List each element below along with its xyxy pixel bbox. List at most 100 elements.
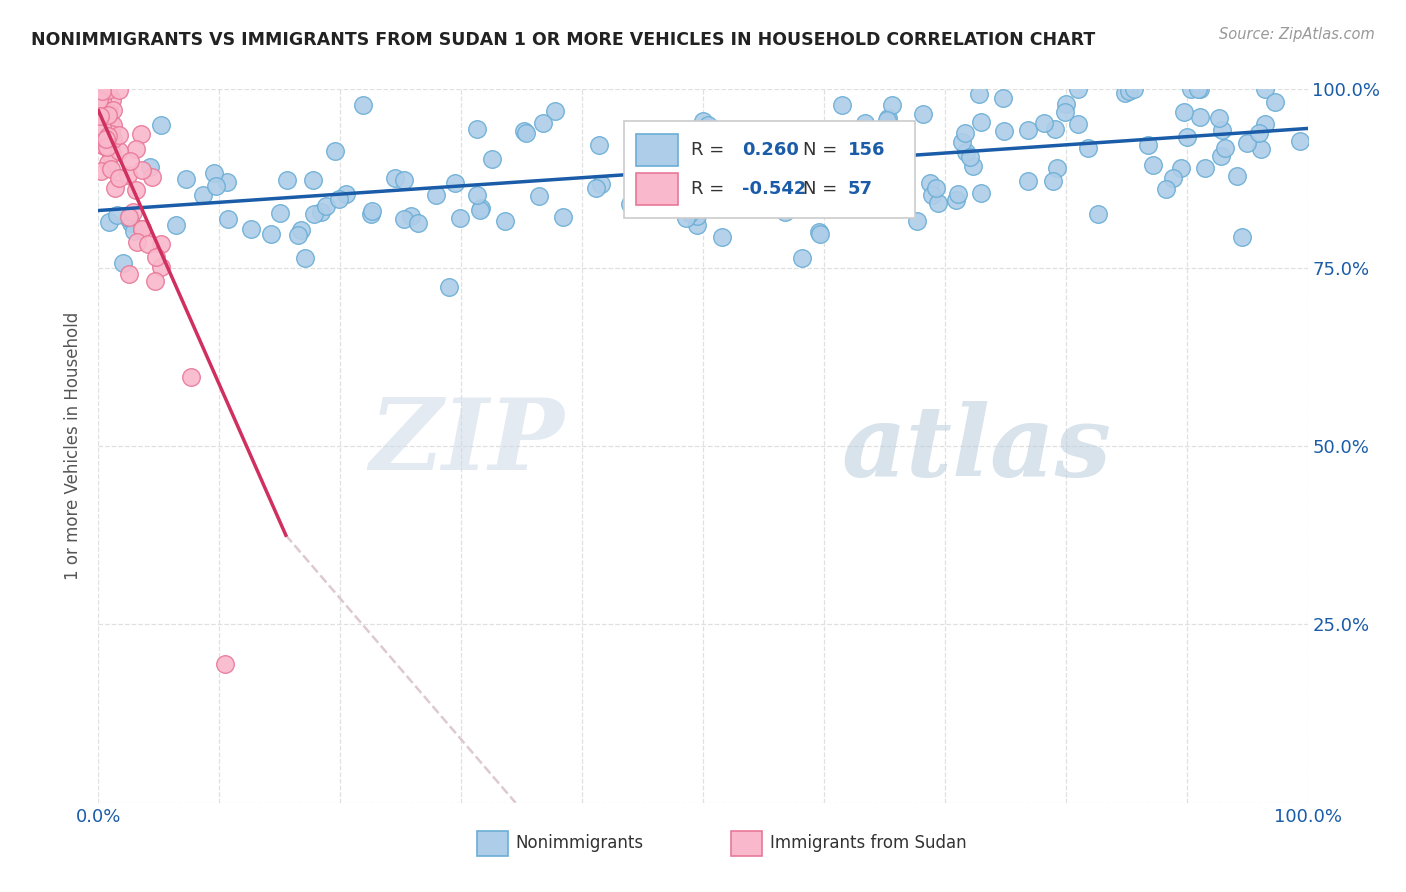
Point [1213,141,1236,155]
Point [97,103,120,117]
Point [654,136,676,151]
Text: Source: ZipAtlas.com: Source: ZipAtlas.com [1219,27,1375,42]
Point [89,109,111,123]
Point [1230,229,1253,244]
Point [118,211,141,225]
Point [276,173,298,187]
Point [876,113,898,128]
Point [465,121,488,136]
Point [1142,158,1164,172]
Point [97,214,120,228]
Point [91,92,114,106]
Point [90,82,112,96]
Point [1211,123,1233,137]
Point [1187,82,1209,96]
Point [87,94,110,108]
Point [294,251,316,265]
Point [1170,161,1192,175]
Point [302,207,325,221]
Point [94,103,117,117]
Point [711,229,734,244]
FancyBboxPatch shape [731,831,762,855]
Point [962,160,984,174]
Point [174,172,197,186]
Point [707,186,730,201]
Text: N =: N = [803,180,844,198]
Point [97,83,120,97]
Point [724,165,747,179]
Point [682,179,704,194]
Point [733,166,755,180]
Point [1175,129,1198,144]
Point [103,103,125,117]
Point [98,114,121,128]
Point [652,138,675,153]
Point [149,260,172,274]
Point [690,138,713,153]
Point [425,188,447,202]
Point [269,206,291,220]
Point [679,200,702,214]
Point [125,183,148,197]
Point [775,172,797,186]
Point [544,103,567,118]
Point [105,209,128,223]
Point [150,118,173,132]
Point [301,173,323,187]
Point [90,87,112,102]
Point [1247,126,1270,140]
Point [1264,95,1286,110]
Point [585,181,607,195]
Point [877,128,900,142]
Text: 57: 57 [848,180,873,198]
Point [97,106,120,120]
Point [824,176,846,190]
Point [686,209,709,223]
Point [950,135,973,149]
Point [131,222,153,236]
Point [1054,105,1077,120]
Point [100,148,122,162]
Point [143,275,166,289]
Point [1189,82,1212,96]
Point [328,192,350,206]
Text: -0.542: -0.542 [742,180,806,198]
Point [93,139,115,153]
Point [619,197,641,211]
Point [392,212,415,227]
Point [1173,105,1195,120]
Point [399,209,422,223]
Point [1046,161,1069,175]
Point [865,161,887,176]
Point [780,145,803,160]
Point [100,128,122,142]
Point [1136,138,1159,153]
Point [1250,142,1272,156]
Point [1154,182,1177,196]
Point [90,164,112,178]
Point [790,251,813,265]
Point [1118,84,1140,98]
Point [287,228,309,243]
Point [991,91,1014,105]
Point [89,100,111,114]
Point [773,205,796,219]
Point [101,132,124,146]
Point [1123,82,1146,96]
Point [636,163,658,178]
Point [531,116,554,130]
Point [1077,141,1099,155]
Point [97,107,120,121]
Point [100,93,122,107]
Point [643,200,665,214]
Point [692,114,714,128]
Point [465,188,488,202]
Point [1254,117,1277,131]
Text: 156: 156 [848,141,886,159]
Point [118,267,141,281]
Point [925,181,948,195]
Point [361,204,384,219]
Point [948,186,970,201]
Point [205,179,228,194]
Point [959,150,981,164]
